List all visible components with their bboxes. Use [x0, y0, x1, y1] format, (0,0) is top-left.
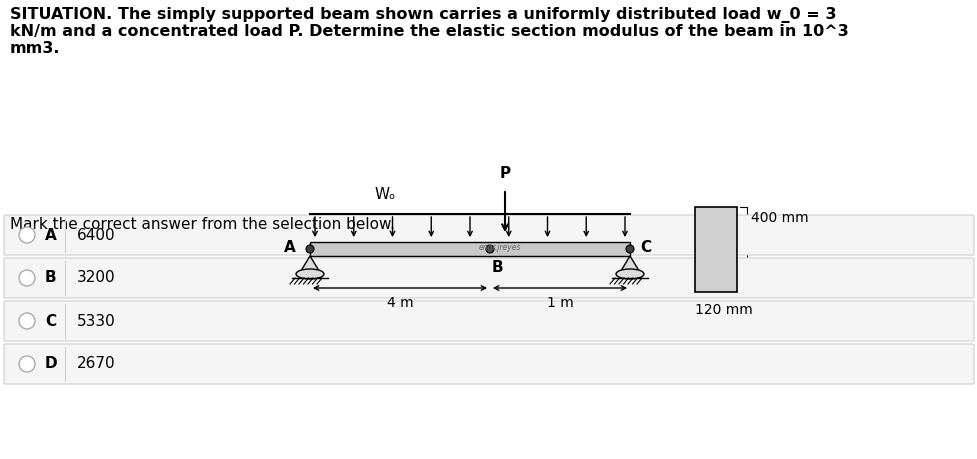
Text: 5330: 5330 [77, 313, 115, 329]
Text: mm3.: mm3. [10, 41, 61, 56]
Circle shape [19, 227, 35, 243]
FancyBboxPatch shape [4, 215, 973, 255]
Text: kN/m and a concentrated load P. Determine the elastic section modulus of the bea: kN/m and a concentrated load P. Determin… [10, 24, 848, 39]
Text: 400 mm: 400 mm [750, 212, 808, 225]
Bar [310, 242, 629, 256]
Circle shape [625, 245, 633, 253]
Bar [695, 207, 737, 291]
Circle shape [486, 245, 493, 253]
Text: C: C [639, 240, 651, 254]
Ellipse shape [296, 269, 323, 279]
Circle shape [306, 245, 314, 253]
Text: A: A [284, 240, 296, 254]
Text: 120 mm: 120 mm [695, 303, 752, 318]
Ellipse shape [616, 269, 643, 279]
Circle shape [19, 313, 35, 329]
Text: 4 m: 4 m [386, 296, 413, 310]
Text: C: C [45, 313, 56, 329]
Text: 6400: 6400 [77, 228, 115, 242]
Polygon shape [618, 256, 640, 274]
FancyBboxPatch shape [4, 344, 973, 384]
Text: engr.jreyes: engr.jreyes [479, 244, 521, 252]
Text: 2670: 2670 [77, 357, 115, 371]
Text: SITUATION. The simply supported beam shown carries a uniformly distributed load : SITUATION. The simply supported beam sho… [10, 7, 835, 23]
Text: B: B [491, 260, 503, 275]
Text: D: D [45, 357, 58, 371]
Text: 3200: 3200 [77, 270, 115, 285]
Text: B: B [45, 270, 57, 285]
Text: Wₒ: Wₒ [374, 187, 396, 202]
FancyBboxPatch shape [4, 301, 973, 341]
Polygon shape [299, 256, 320, 274]
Text: P: P [499, 166, 510, 181]
Circle shape [19, 356, 35, 372]
Text: A: A [45, 228, 57, 242]
FancyBboxPatch shape [4, 258, 973, 298]
Text: Mark the correct answer from the selection below.: Mark the correct answer from the selecti… [10, 217, 395, 232]
Text: 1 m: 1 m [546, 296, 573, 310]
Circle shape [19, 270, 35, 286]
